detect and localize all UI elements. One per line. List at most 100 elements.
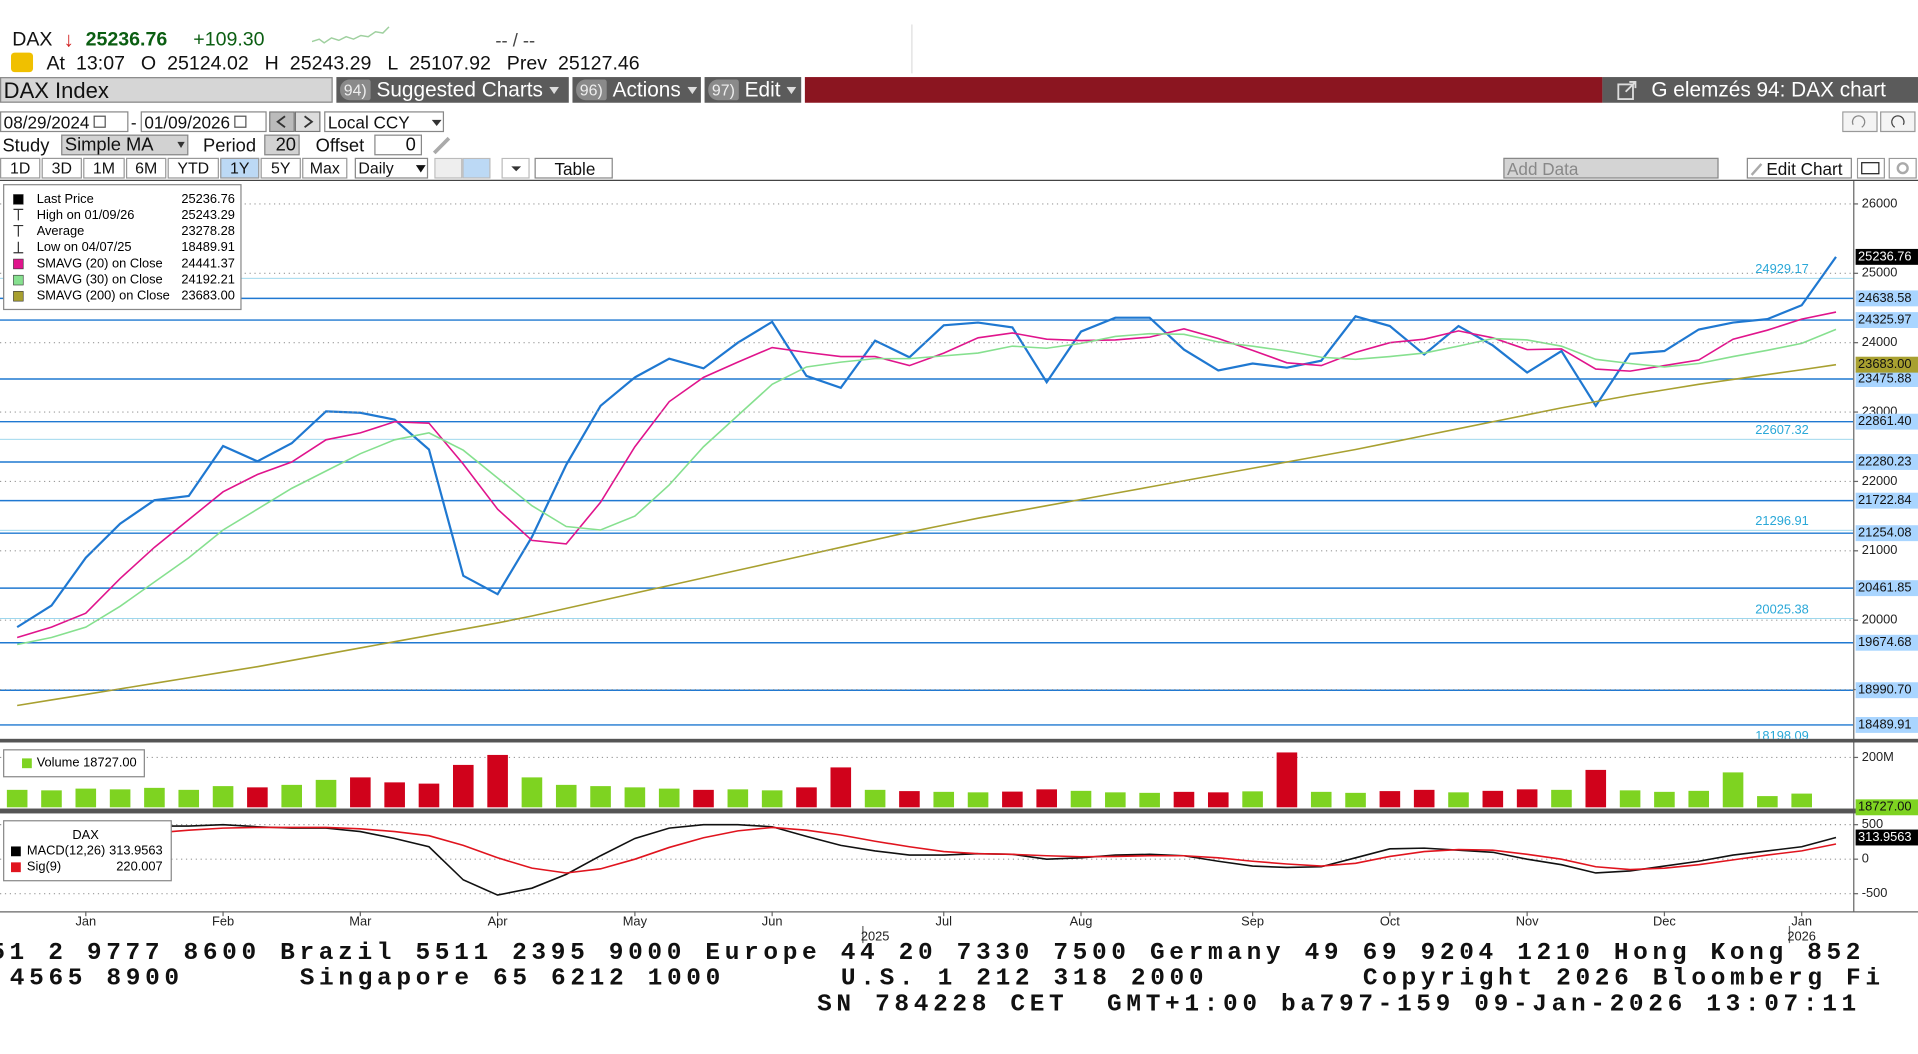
quote-label: Prev xyxy=(506,53,548,75)
quote-label: At xyxy=(46,53,65,75)
volume-bar xyxy=(1173,791,1195,808)
quote-label: O xyxy=(140,53,157,75)
edit-chart-button[interactable]: Edit Chart xyxy=(1746,157,1852,179)
low: 25107.92 xyxy=(409,53,491,75)
edit-button[interactable]: 97) Edit xyxy=(704,77,802,103)
value-tag xyxy=(1855,290,1918,307)
volume-bar xyxy=(1516,789,1538,808)
series-line xyxy=(17,363,1837,707)
pane-separator xyxy=(0,808,1918,814)
value-tag-label: 18489.91 xyxy=(1858,716,1912,731)
suggested-charts-button[interactable]: 94) Suggested Charts xyxy=(336,77,569,103)
y-tick-label: 200M xyxy=(1862,749,1894,764)
value-tag xyxy=(1855,454,1918,470)
undo-redo[interactable] xyxy=(1842,111,1918,133)
value-tag xyxy=(1855,634,1918,651)
page-title[interactable]: G elemzés 94: DAX chart xyxy=(1602,77,1918,103)
volume-bar xyxy=(624,787,646,808)
legend-label: Last Price xyxy=(37,191,94,206)
range-button[interactable]: 5Y xyxy=(260,157,301,179)
volume-bar xyxy=(1105,792,1126,808)
range-button[interactable]: 3D xyxy=(41,157,82,179)
popout-icon xyxy=(1617,80,1637,100)
value-tag xyxy=(1855,492,1918,509)
volume-bar xyxy=(555,784,577,808)
volume-bar xyxy=(1413,789,1435,808)
series-line xyxy=(17,328,1837,646)
range-buttons: 1D 3D 1M 6M YTD 1Y 5Y Max xyxy=(0,157,348,179)
dropdown-arrow xyxy=(549,86,559,94)
value-tag-label: 24638.58 xyxy=(1858,290,1912,305)
legend-box xyxy=(3,820,172,882)
volume-bar xyxy=(1654,791,1675,808)
currency-select[interactable]: Local CCY xyxy=(324,111,445,133)
volume-bar xyxy=(1207,792,1229,808)
value-tag-label: 313.9563 xyxy=(1858,829,1912,844)
start-date[interactable]: 08/29/2024 xyxy=(0,111,129,133)
volume-bar xyxy=(1379,791,1401,808)
legend-value: 313.9563 xyxy=(109,843,163,858)
range-button[interactable]: 1D xyxy=(0,157,41,179)
prev-close: 25127.46 xyxy=(558,53,640,75)
quote-label: H xyxy=(264,53,279,75)
legend-value: 18727.00 xyxy=(83,755,137,770)
volume-bar xyxy=(1619,790,1641,808)
chart-type-icons[interactable] xyxy=(434,157,532,180)
volume-bar xyxy=(967,792,989,808)
value-tag-label: 19674.68 xyxy=(1858,634,1912,649)
volume-bar xyxy=(418,783,440,808)
ticker-line: 4565 8900 Singapore 65 6212 1000 U.S. 1 … xyxy=(9,965,1885,994)
volume-bar xyxy=(384,782,405,808)
pivot-label: 21296.91 xyxy=(1755,513,1809,528)
volume-bar xyxy=(281,784,302,808)
volume-bar xyxy=(109,789,131,808)
offset-input[interactable]: 0 xyxy=(374,134,423,156)
currency-text: Local CCY xyxy=(327,111,410,132)
study-select[interactable]: Simple MA xyxy=(61,134,189,156)
pencil-icon[interactable] xyxy=(431,135,455,157)
x-tick-label: Oct xyxy=(1380,914,1400,929)
ticker-line: 51 2 9777 8600 Brazil 5511 2395 9000 Eur… xyxy=(0,939,1866,968)
quote-label: L xyxy=(387,53,399,75)
value-tag xyxy=(1855,312,1918,329)
dropdown-arrow xyxy=(415,164,426,172)
volume-bar xyxy=(1242,791,1263,808)
legend-label: MACD(12,26) xyxy=(27,843,105,858)
legend-label: Average xyxy=(37,223,85,238)
period-arrows[interactable] xyxy=(269,111,321,133)
actions-button[interactable]: 96) Actions xyxy=(572,77,701,103)
volume-bar xyxy=(1310,791,1332,808)
security-field[interactable]: DAX Index xyxy=(0,77,333,103)
frequency-select[interactable]: Daily xyxy=(354,157,429,179)
range-button[interactable]: YTD xyxy=(167,157,219,179)
volume-bar xyxy=(247,787,268,808)
table-button[interactable]: Table xyxy=(534,157,613,179)
volume-bar xyxy=(452,764,474,808)
button-label: Actions xyxy=(612,77,681,101)
year-label: 2026 xyxy=(1787,928,1816,943)
x-tick-label: Jul xyxy=(936,914,952,929)
end-date[interactable]: 01/09/2026 xyxy=(140,111,267,133)
change-arrow: ↓ xyxy=(63,28,75,52)
button-number: 96) xyxy=(576,79,607,101)
legend-label: SMAVG (200) on Close xyxy=(37,288,170,303)
series-line xyxy=(16,256,1837,629)
pivot-label: 24929.17 xyxy=(1755,261,1809,276)
range-button[interactable]: 1Y xyxy=(220,157,260,179)
legend-swatch xyxy=(13,258,24,270)
value-tag-label: 22280.23 xyxy=(1858,453,1912,468)
range-button[interactable]: 1M xyxy=(83,157,125,179)
range-button[interactable]: 6M xyxy=(125,157,167,179)
alert-icon[interactable] xyxy=(11,52,34,73)
legend-icon xyxy=(13,241,24,254)
symbol: DAX xyxy=(12,29,53,51)
period-input[interactable]: 20 xyxy=(264,134,300,156)
volume-bar xyxy=(1002,791,1023,808)
range-button[interactable]: Max xyxy=(302,157,348,179)
volume-bar xyxy=(1276,752,1298,808)
chart-settings-icons[interactable] xyxy=(1856,157,1918,180)
x-tick-label: Sep xyxy=(1241,914,1264,929)
add-data-input[interactable]: Add Data xyxy=(1503,157,1719,179)
